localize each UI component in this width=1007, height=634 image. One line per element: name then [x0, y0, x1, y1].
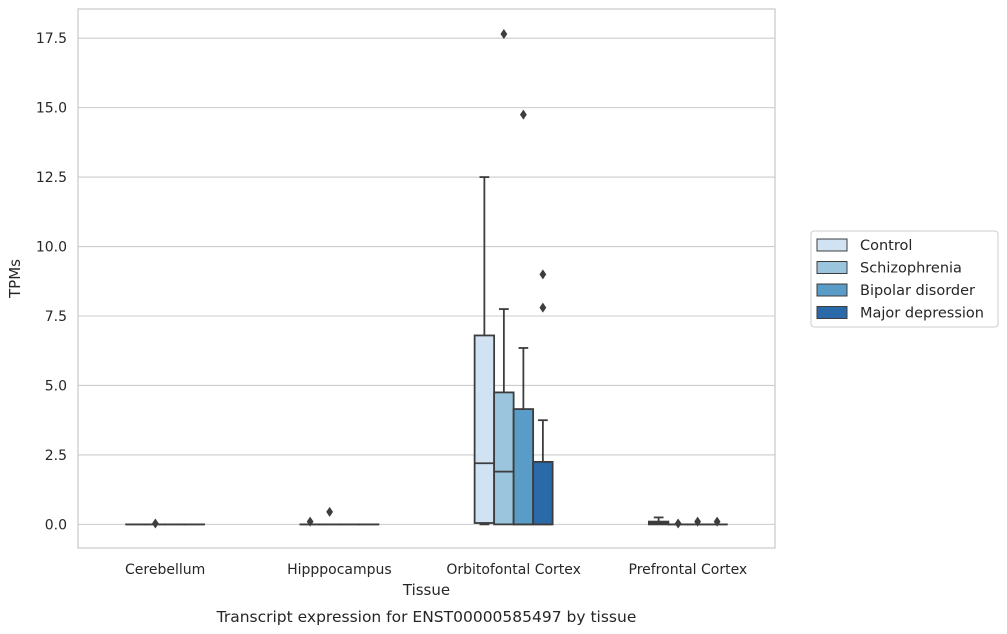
box-major-depression — [706, 516, 728, 527]
box-schizophrenia — [318, 506, 341, 526]
outlier-point — [500, 29, 508, 40]
legend-swatch — [816, 283, 848, 297]
x-axis-label: Tissue — [402, 581, 450, 599]
box-control — [473, 176, 496, 526]
x-tick-label: Orbitofontal Cortex — [446, 562, 581, 578]
outlier-point — [694, 516, 702, 527]
plot-frame — [77, 8, 776, 549]
y-tick-label: 2.5 — [45, 448, 67, 464]
outlier-point — [306, 516, 314, 527]
box-body — [473, 334, 496, 524]
box-schizophrenia — [144, 518, 167, 529]
chart-caption: Transcript expression for ENST0000058549… — [216, 608, 637, 626]
x-tick-label: Cerebellum — [125, 562, 205, 578]
y-axis-label: TPMs — [6, 259, 24, 299]
plot-boxes — [125, 29, 728, 529]
y-tick-labels: 0.0 2.5 5.0 7.5 10.0 12.5 15.0 17.5 — [36, 31, 67, 533]
box-control — [647, 516, 670, 526]
y-tick-label: 17.5 — [36, 31, 67, 47]
gridlines — [78, 37, 775, 525]
outlier-point — [539, 302, 547, 313]
box-schizophrenia — [667, 518, 689, 529]
y-tick-label: 7.5 — [45, 309, 67, 325]
box-major-depression — [532, 269, 554, 526]
outlier-point — [713, 516, 721, 527]
x-tick-label: Prefrontal Cortex — [629, 562, 748, 578]
legend-label: Control — [860, 238, 912, 254]
outlier-point — [674, 518, 682, 529]
legend-swatch — [816, 306, 848, 319]
legend-frame — [810, 230, 999, 328]
legend-label: Bipolar disorder — [860, 283, 975, 299]
box-control — [299, 516, 321, 527]
y-tick-label: 15.0 — [36, 101, 67, 117]
box-body — [532, 460, 554, 526]
outlier-point — [539, 269, 547, 280]
box-schizophrenia — [493, 29, 515, 526]
outlier-point — [519, 109, 527, 120]
outlier-point — [326, 506, 334, 517]
box-bipolar-disorder — [512, 109, 535, 526]
box-body — [493, 391, 515, 526]
legend-swatch — [816, 238, 848, 252]
box-bipolar-disorder — [686, 516, 709, 527]
y-tick-label: 12.5 — [36, 170, 67, 186]
y-tick-label: 0.0 — [45, 517, 67, 533]
box-body — [512, 408, 535, 526]
y-tick-label: 5.0 — [45, 378, 67, 394]
y-tick-label: 10.0 — [36, 240, 67, 256]
legend-swatch — [816, 261, 848, 274]
legend-label: Major depression — [860, 306, 984, 322]
x-tick-label: Hipppocampus — [287, 562, 392, 578]
x-tick-labels: Cerebellum Hipppocampus Orbitofontal Corte… — [125, 562, 747, 578]
outlier-point — [151, 518, 159, 529]
legend: Control Schizophrenia Bipolar disorder Majo… — [810, 230, 999, 328]
legend-label: Schizophrenia — [860, 261, 962, 277]
